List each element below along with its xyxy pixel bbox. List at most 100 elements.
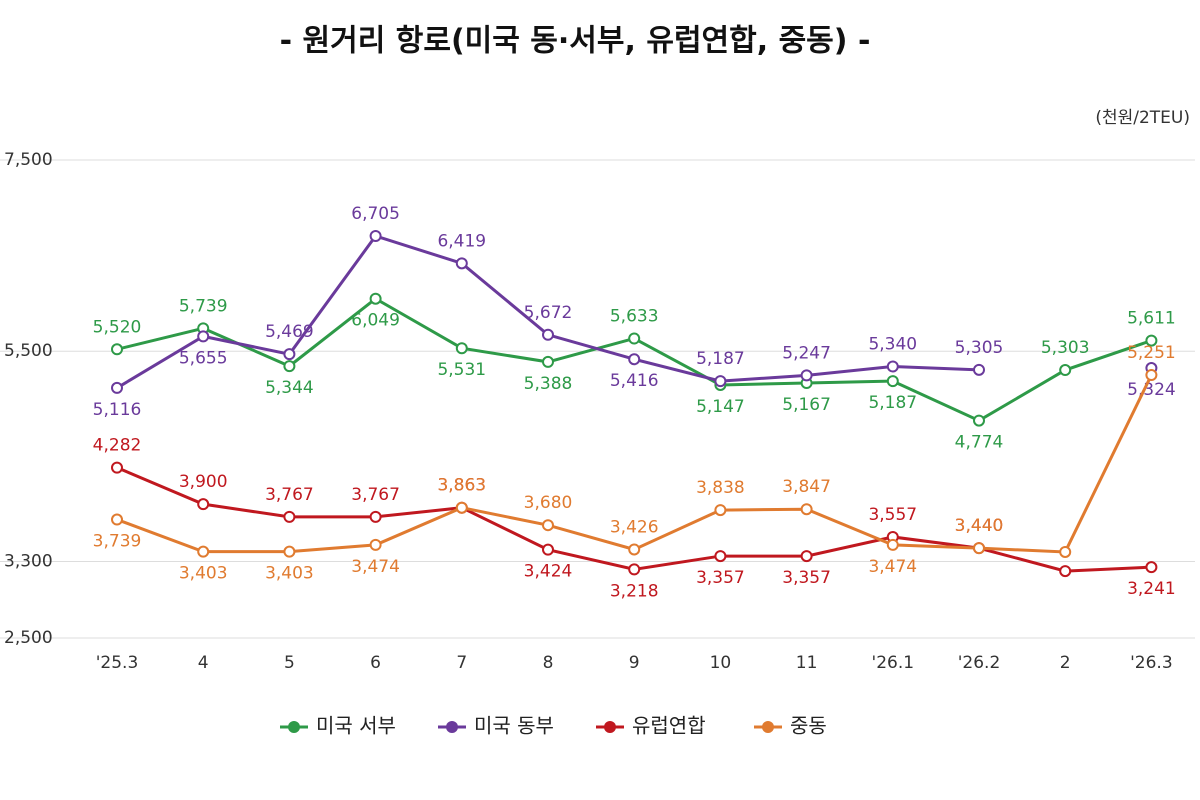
data-point [973, 363, 985, 376]
data-point [886, 538, 899, 551]
data-label: 3,426 [610, 517, 659, 537]
data-point [714, 504, 727, 517]
data-label: 3,767 [265, 485, 314, 505]
data-label: 3,863 [437, 476, 486, 496]
data-label: 5,633 [610, 306, 659, 326]
legend-marker [604, 721, 616, 733]
data-label: 3,557 [868, 505, 917, 525]
legend-label: 중동 [790, 714, 827, 738]
data-point [973, 542, 985, 555]
data-label: 3,474 [351, 557, 400, 577]
data-point [628, 332, 641, 345]
data-label: 3,767 [351, 485, 400, 505]
data-point [197, 330, 210, 343]
data-point [800, 550, 813, 563]
data-label: 5,167 [782, 395, 831, 415]
data-label: 6,419 [437, 231, 486, 251]
unit-label: (천원/2TEU) [1095, 108, 1190, 128]
legend-marker [288, 721, 300, 733]
data-label: 3,241 [1127, 579, 1176, 599]
data-point [542, 519, 554, 532]
data-point [1059, 565, 1072, 578]
data-label: 3,440 [955, 516, 1004, 536]
data-point [714, 550, 727, 563]
data-point [1145, 561, 1158, 574]
data-label: 3,403 [179, 564, 228, 584]
y-tick-label: 5,500 [4, 341, 53, 361]
data-point [111, 381, 123, 394]
data-label: 5,251 [1127, 343, 1176, 363]
data-label: 4,282 [93, 436, 142, 456]
legend-label: 미국 서부 [316, 714, 396, 738]
data-point [197, 545, 210, 558]
data-label: 3,900 [179, 472, 228, 492]
data-point [111, 461, 123, 474]
data-label: 3,424 [524, 562, 573, 582]
data-point [455, 257, 468, 270]
data-point [455, 342, 468, 355]
data-label: 5,303 [1041, 338, 1090, 358]
x-tick-label: 7 [456, 653, 467, 673]
data-label: 5,469 [265, 322, 314, 342]
data-label: 5,672 [524, 303, 573, 323]
data-label: 3,847 [782, 477, 831, 497]
data-point [283, 360, 296, 373]
data-point [455, 501, 468, 514]
data-label: 5,739 [179, 296, 228, 316]
data-label: 3,474 [868, 557, 917, 577]
data-label: 5,416 [610, 371, 659, 391]
data-label: 5,116 [93, 400, 142, 420]
data-point [542, 355, 554, 368]
data-point [542, 328, 554, 341]
data-label: 5,611 [1127, 309, 1176, 329]
x-tick-label: '26.3 [1130, 653, 1173, 673]
data-label: 3,680 [524, 493, 573, 513]
y-tick-label: 3,300 [4, 552, 53, 572]
legend-label: 미국 동부 [474, 714, 554, 738]
data-point [369, 538, 382, 551]
data-label: 5,655 [179, 348, 228, 368]
data-point [886, 360, 899, 373]
data-label: 5,305 [955, 338, 1004, 358]
legend-marker [446, 721, 458, 733]
legend-marker [762, 721, 774, 733]
x-tick-label: 5 [284, 653, 295, 673]
data-point [111, 513, 123, 526]
data-point [973, 414, 985, 427]
data-point [1145, 334, 1158, 347]
data-point [197, 498, 210, 511]
data-point [283, 545, 296, 558]
data-label: 5,520 [93, 317, 142, 337]
data-point [886, 375, 899, 388]
x-tick-label: 11 [796, 653, 818, 673]
data-label: 3,357 [782, 568, 831, 588]
data-point [628, 563, 641, 576]
data-point [283, 510, 296, 523]
data-point [283, 348, 296, 361]
x-tick-label: 4 [198, 653, 209, 673]
data-label: 6,705 [351, 204, 400, 224]
x-tick-label: '25.3 [96, 653, 139, 673]
data-point [628, 353, 641, 366]
data-point [369, 510, 382, 523]
data-label: 3,357 [696, 568, 745, 588]
data-label: 3,218 [610, 581, 659, 601]
data-point [1059, 545, 1072, 558]
data-label: 5,147 [696, 397, 745, 417]
data-label: 5,247 [782, 343, 831, 363]
x-tick-label: 2 [1060, 653, 1071, 673]
x-tick-label: '26.1 [872, 653, 915, 673]
y-tick-label: 2,500 [4, 628, 53, 648]
data-label: 3,838 [696, 478, 745, 498]
data-point [542, 543, 554, 556]
x-tick-label: 10 [710, 653, 732, 673]
data-point [1059, 364, 1072, 377]
data-point [800, 369, 813, 382]
data-label: 5,388 [524, 374, 573, 394]
data-point [369, 292, 382, 305]
data-label: 5,531 [437, 360, 486, 380]
y-tick-label: 7,500 [4, 150, 53, 170]
x-tick-label: 8 [543, 653, 554, 673]
data-label: 4,774 [955, 433, 1004, 453]
